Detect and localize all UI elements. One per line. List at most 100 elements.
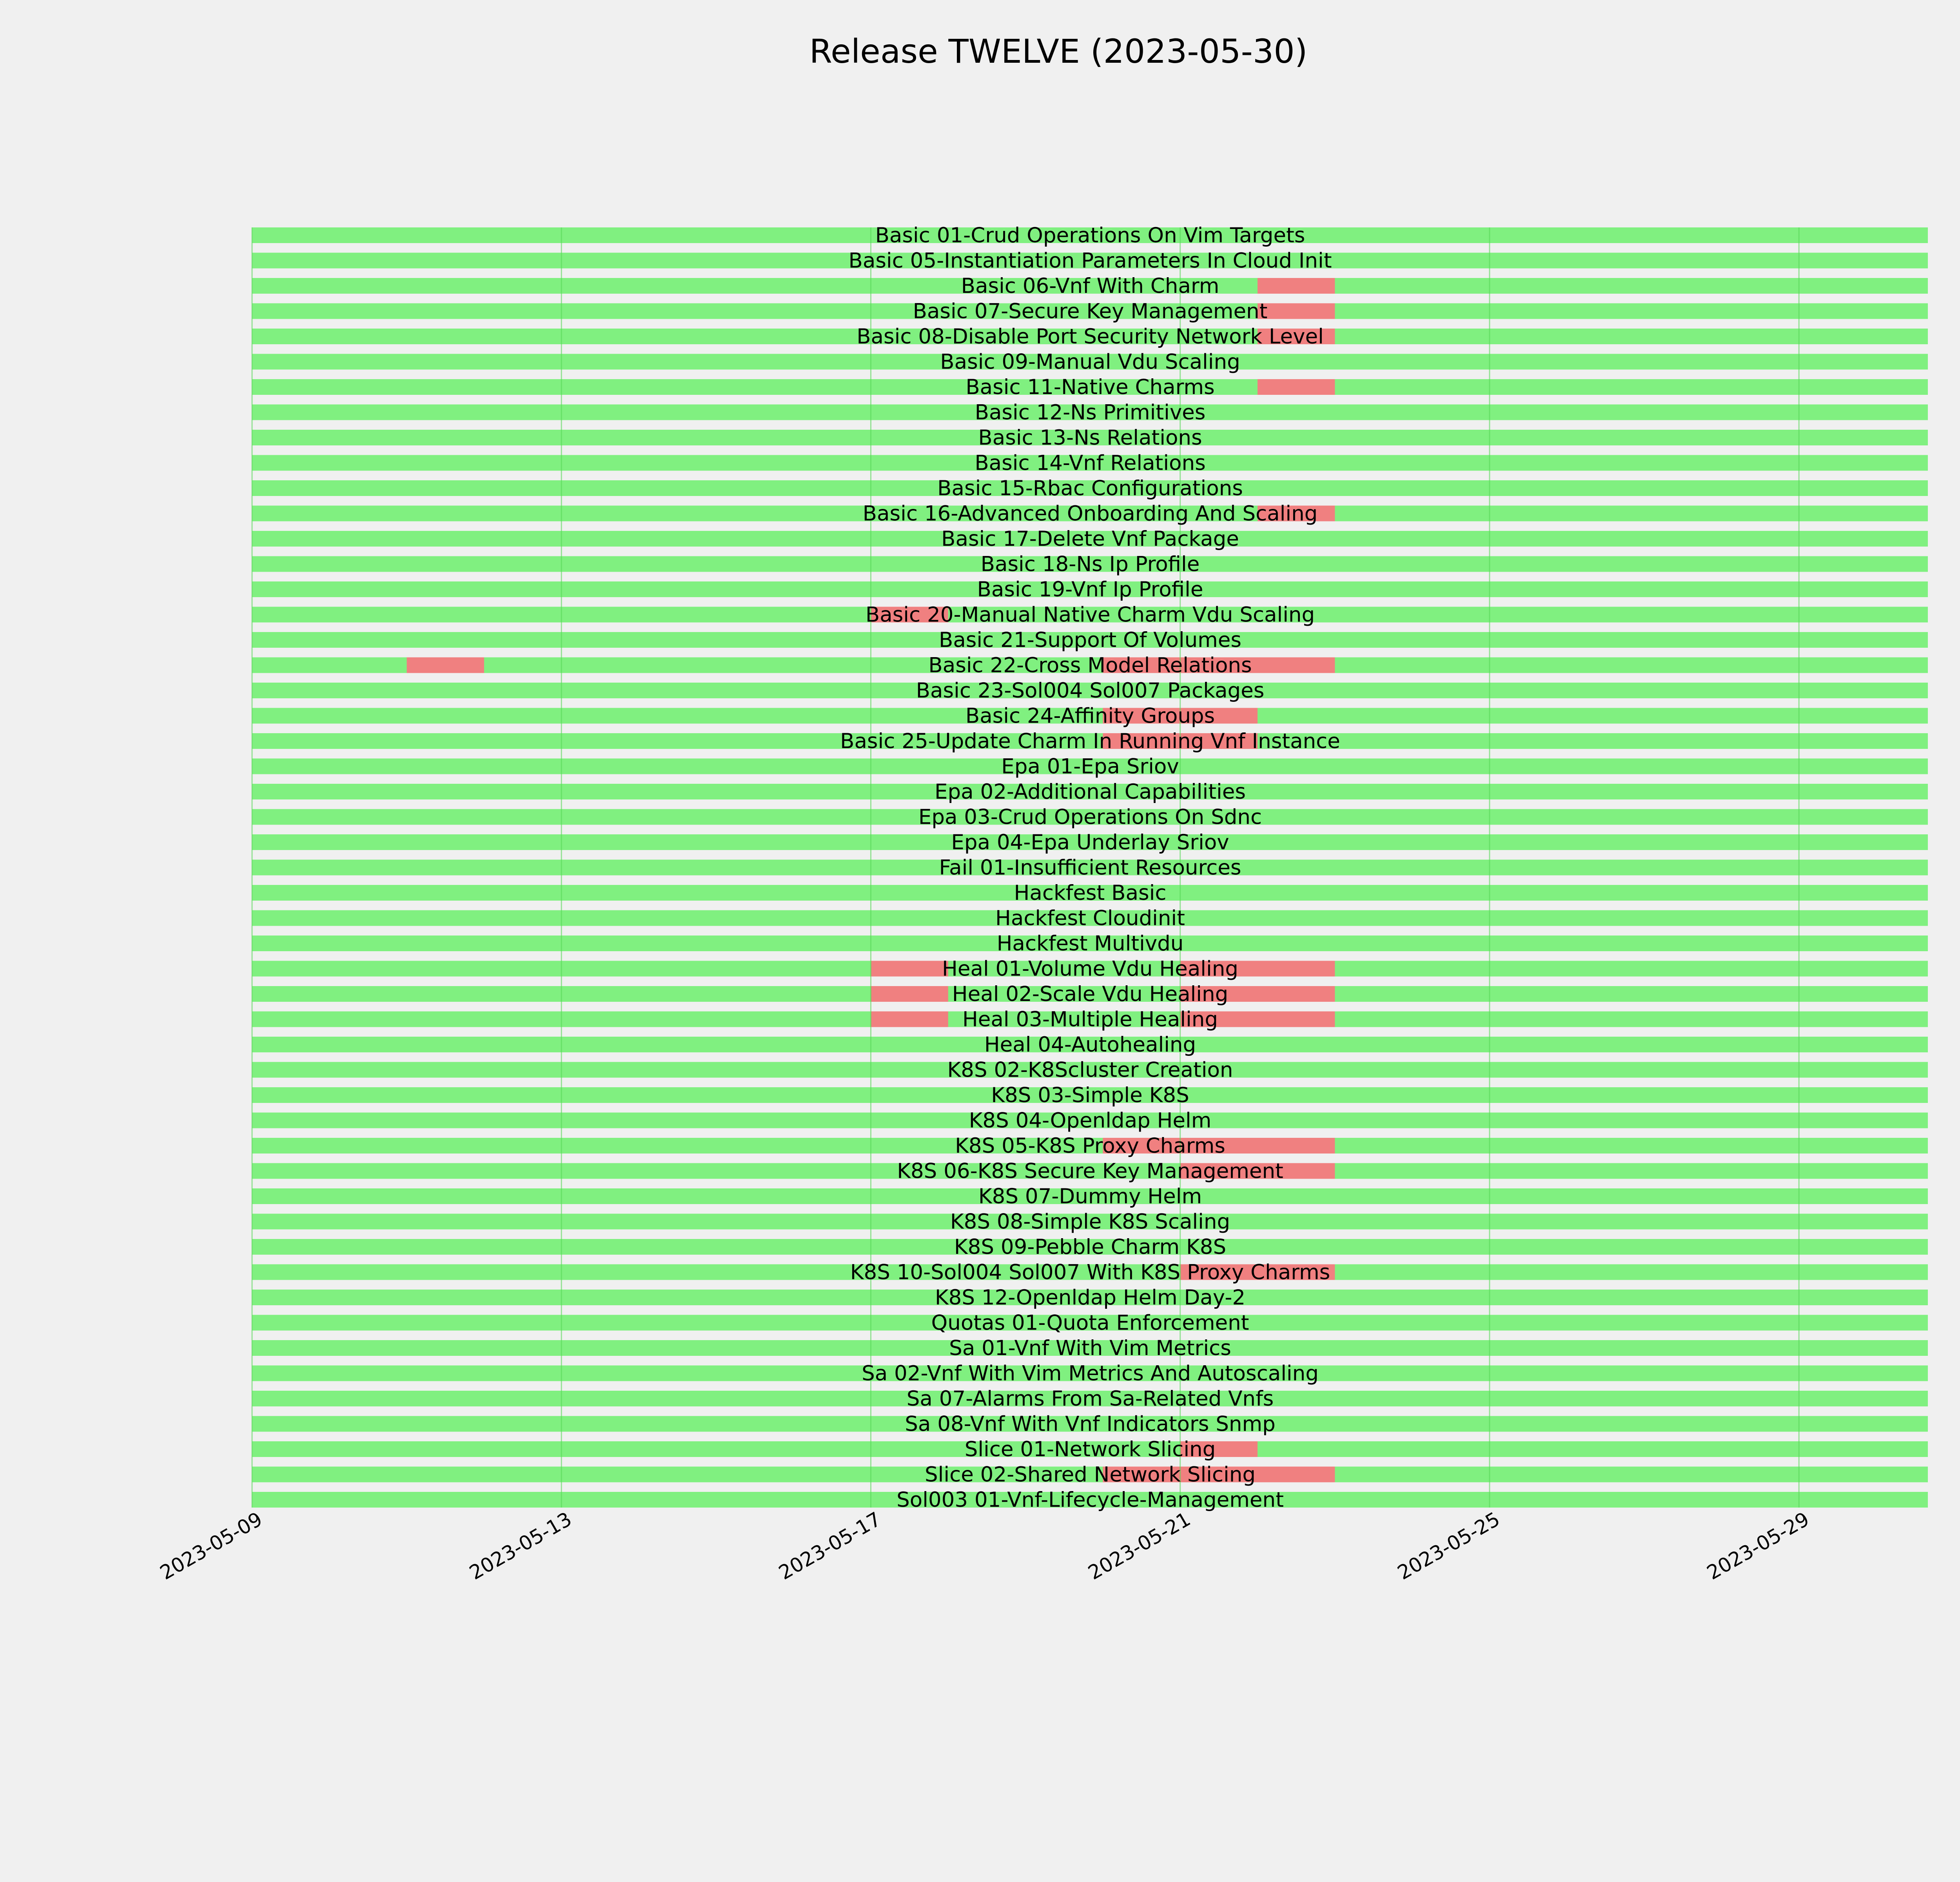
row-label: Epa 01-Epa Sriov [1001, 755, 1179, 779]
pass-bar [252, 1037, 1928, 1052]
row-labels: Basic 01-Crud Operations On Vim TargetsB… [840, 223, 1340, 1512]
pass-bar [252, 1239, 1928, 1255]
pass-bar [252, 1365, 1928, 1381]
row-label: Basic 16-Advanced Onboarding And Scaling [863, 502, 1318, 526]
pass-bar [252, 1441, 1928, 1457]
x-tick-label: 2023-05-09 [156, 1508, 266, 1584]
row-label: K8S 04-Openldap Helm [969, 1109, 1212, 1133]
pass-bar [252, 1315, 1928, 1331]
pass-bar [252, 1087, 1928, 1103]
fail-segment [1103, 1138, 1335, 1154]
pass-bar [252, 885, 1928, 901]
pass-bar [252, 531, 1928, 547]
pass-bar [252, 1391, 1928, 1406]
row-label: Basic 19-Vnf Ip Profile [977, 578, 1203, 601]
pass-bar [252, 1062, 1928, 1078]
pass-bar [252, 1112, 1928, 1128]
fail-segment [1258, 278, 1335, 294]
row-label: Heal 04-Autohealing [984, 1033, 1196, 1057]
row-label: Hackfest Cloudinit [995, 906, 1185, 930]
fail-segment [1180, 986, 1335, 1002]
pass-bar [252, 1466, 1928, 1482]
row-label: K8S 05-K8S Proxy Charms [955, 1134, 1225, 1158]
pass-bar [252, 227, 1928, 243]
pass-bar [252, 303, 1928, 319]
row-label: Basic 15-Rbac Configurations [937, 476, 1243, 500]
pass-bar [252, 1290, 1928, 1305]
pass-bar [252, 1340, 1928, 1356]
x-tick-label: 2023-05-29 [1703, 1508, 1813, 1584]
row-label: Basic 06-Vnf With Charm [961, 274, 1220, 298]
fail-segment [871, 986, 948, 1002]
row-label: Hackfest Multivdu [997, 932, 1184, 956]
row-label: Heal 01-Volume Vdu Healing [942, 957, 1238, 981]
row-label: Basic 18-Ns Ip Profile [981, 552, 1200, 576]
pass-bar [252, 1011, 1928, 1027]
row-label: K8S 02-K8Scluster Creation [947, 1058, 1233, 1082]
fail-segment [871, 607, 948, 623]
pass-bar [252, 986, 1928, 1002]
chart-title: Release TWELVE (2023-05-30) [809, 32, 1308, 71]
row-label: Sol003 01-Vnf-Lifecycle-Management [897, 1488, 1284, 1512]
x-tick-label: 2023-05-21 [1084, 1508, 1194, 1584]
row-label: Basic 25-Update Charm In Running Vnf Ins… [840, 729, 1340, 753]
pass-bar [252, 1188, 1928, 1204]
row-label: Epa 03-Crud Operations On Sdnc [918, 805, 1262, 829]
x-tick-label: 2023-05-13 [466, 1508, 576, 1584]
fail-segment [1103, 1466, 1335, 1482]
row-label: K8S 06-K8S Secure Key Management [897, 1159, 1283, 1183]
row-label: K8S 09-Pebble Charm K8S [954, 1235, 1226, 1259]
row-label: Hackfest Basic [1014, 881, 1167, 905]
row-label: Basic 20-Manual Native Charm Vdu Scaling [866, 603, 1315, 627]
row-label: Slice 01-Network Slicing [965, 1437, 1216, 1461]
pass-bar [252, 758, 1928, 774]
x-tick-label: 2023-05-17 [775, 1508, 885, 1584]
row-label: Basic 21-Support Of Volumes [939, 628, 1241, 652]
pass-bar [252, 834, 1928, 850]
row-label: Heal 03-Multiple Healing [962, 1008, 1218, 1032]
pass-bar [252, 1138, 1928, 1154]
fail-segment [1258, 379, 1335, 395]
row-label: Basic 13-Ns Relations [978, 426, 1202, 450]
pass-bar [252, 936, 1928, 951]
row-label: Sa 08-Vnf With Vnf Indicators Snmp [905, 1412, 1276, 1436]
pass-bar [252, 253, 1928, 269]
pass-bar [252, 278, 1928, 294]
row-label: Epa 04-Epa Underlay Sriov [951, 830, 1229, 854]
row-label: Basic 07-Secure Key Management [913, 300, 1268, 323]
row-label: Basic 12-Ns Primitives [975, 401, 1206, 425]
fail-segment [1103, 657, 1335, 673]
fail-segment [1180, 961, 1335, 977]
row-label: Epa 02-Additional Capabilities [935, 780, 1246, 804]
x-gridlines [251, 227, 1800, 1508]
fail-segment [1180, 1163, 1335, 1179]
pass-bar [252, 430, 1928, 445]
pass-bar [252, 809, 1928, 825]
row-label: Sa 07-Alarms From Sa-Related Vnfs [907, 1387, 1274, 1411]
row-label: Quotas 01-Quota Enforcement [931, 1311, 1249, 1335]
pass-bar [252, 910, 1928, 926]
row-label: Basic 14-Vnf Relations [975, 451, 1205, 475]
row-label: Basic 22-Cross Model Relations [928, 654, 1252, 678]
pass-bar [252, 961, 1928, 977]
pass-bar [252, 1264, 1928, 1280]
row-label: Basic 17-Delete Vnf Package [941, 527, 1239, 551]
pass-bar [252, 404, 1928, 420]
row-label: Basic 23-Sol004 Sol007 Packages [916, 679, 1265, 703]
pass-bar [252, 455, 1928, 471]
row-label: Basic 09-Manual Vdu Scaling [940, 350, 1240, 374]
fail-segment [407, 657, 484, 673]
fail-segment [1258, 303, 1335, 319]
fail-segment [871, 961, 948, 977]
pass-bar [252, 379, 1928, 395]
row-label: Heal 02-Scale Vdu Healing [952, 982, 1228, 1006]
pass-bar [252, 1163, 1928, 1179]
row-label: Basic 24-Affinity Groups [965, 704, 1215, 728]
row-label: K8S 03-Simple K8S [991, 1083, 1189, 1107]
fail-segment [1180, 1264, 1335, 1280]
fail-segment [1180, 1441, 1258, 1457]
x-tick-labels: 2023-05-09 2023-05-13 2023-05-17 2023-05-21… [156, 1508, 1813, 1584]
x-tick-label: 2023-05-25 [1394, 1508, 1504, 1584]
pass-bar [252, 329, 1928, 344]
